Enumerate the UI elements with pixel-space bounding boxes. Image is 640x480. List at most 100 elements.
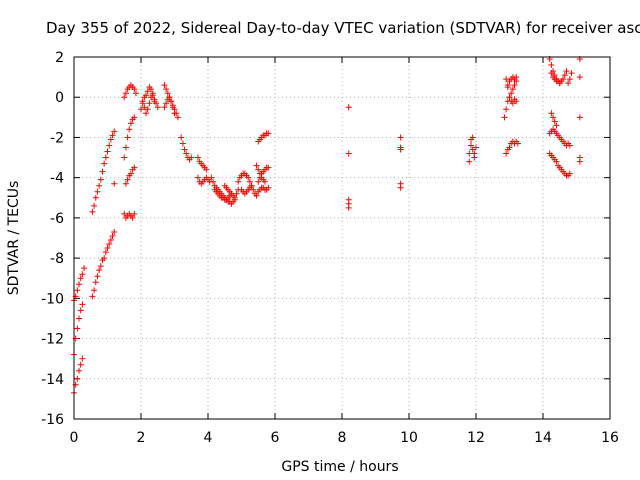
data-point	[513, 74, 520, 81]
data-point	[126, 126, 133, 133]
data-point	[265, 164, 272, 171]
data-point	[563, 68, 570, 75]
data-point	[253, 162, 260, 169]
data-point	[124, 134, 131, 141]
data-point	[233, 190, 240, 197]
y-tick-label: 2	[55, 50, 64, 66]
data-point	[96, 267, 103, 274]
data-point	[76, 281, 83, 288]
data-point	[74, 375, 81, 382]
data-point	[261, 178, 268, 185]
data-point	[122, 180, 129, 187]
y-tick-label: -4	[50, 171, 64, 187]
data-point	[143, 92, 150, 99]
data-point	[466, 158, 473, 165]
data-point	[161, 82, 168, 89]
data-point	[506, 144, 513, 151]
y-tick-label: 0	[55, 90, 64, 106]
y-tick-label: -16	[41, 412, 64, 428]
data-point	[210, 178, 217, 185]
data-point	[345, 150, 352, 157]
data-point	[101, 255, 108, 262]
data-point	[122, 90, 129, 97]
data-point	[548, 62, 555, 69]
data-point	[143, 110, 150, 117]
data-point	[509, 86, 516, 93]
data-point	[194, 154, 201, 161]
y-axis-label: SDTVAR / TECUs	[6, 181, 22, 296]
data-point	[107, 237, 114, 244]
data-point	[111, 180, 118, 187]
data-point	[194, 174, 201, 181]
data-point	[171, 110, 178, 117]
data-point	[503, 76, 510, 83]
data-point	[92, 194, 99, 201]
data-point	[471, 150, 478, 157]
data-point	[548, 110, 555, 117]
data-point	[203, 166, 210, 173]
data-point	[566, 142, 573, 149]
data-point	[148, 86, 155, 93]
data-point	[565, 80, 572, 87]
data-point	[163, 86, 170, 93]
data-point	[245, 174, 252, 181]
data-point	[154, 104, 161, 111]
data-point	[129, 214, 136, 221]
data-point	[397, 134, 404, 141]
y-tick-label: -8	[50, 251, 64, 267]
data-point	[553, 158, 560, 165]
x-tick-label: 2	[137, 430, 146, 446]
data-point	[181, 146, 188, 153]
data-point	[568, 70, 575, 77]
x-tick-label: 8	[338, 430, 347, 446]
data-point	[235, 178, 242, 185]
data-point	[469, 134, 476, 141]
data-point	[124, 176, 131, 183]
data-point	[76, 367, 83, 374]
data-point	[144, 106, 151, 113]
data-point	[144, 88, 151, 95]
data-point	[246, 178, 253, 185]
data-point	[102, 249, 109, 256]
data-point	[131, 114, 138, 121]
data-point	[79, 355, 86, 362]
data-point	[121, 94, 128, 101]
data-point	[111, 128, 118, 135]
data-point	[121, 154, 128, 161]
data-point	[208, 174, 215, 181]
data-point	[467, 142, 474, 149]
data-point	[509, 100, 516, 107]
data-point	[89, 293, 96, 300]
data-point	[79, 271, 86, 278]
data-point	[576, 114, 583, 121]
data-point	[551, 118, 558, 125]
x-tick-label: 6	[271, 430, 280, 446]
data-point	[469, 146, 476, 153]
chart-title: Day 355 of 2022, Sidereal Day-to-day VTE…	[46, 19, 640, 37]
data-point	[345, 204, 352, 211]
data-point	[106, 142, 113, 149]
data-point	[188, 154, 195, 161]
data-point	[566, 76, 573, 83]
y-tick-label: -14	[41, 372, 64, 388]
y-tick-label: -10	[41, 291, 64, 307]
data-point	[166, 94, 173, 101]
data-point	[250, 186, 257, 193]
data-point	[503, 106, 510, 113]
data-point	[504, 82, 511, 89]
x-axis-label: GPS time / hours	[281, 459, 398, 475]
data-point	[265, 184, 272, 191]
data-point	[74, 325, 81, 332]
data-point	[81, 265, 88, 272]
data-point	[550, 114, 557, 121]
data-point	[107, 136, 114, 143]
data-point	[151, 98, 158, 105]
data-point	[131, 210, 138, 217]
x-tick-label: 0	[70, 430, 79, 446]
data-point	[345, 104, 352, 111]
data-point	[255, 166, 262, 173]
x-tick-label: 12	[467, 430, 485, 446]
data-point	[514, 140, 521, 147]
data-point	[76, 315, 83, 322]
data-point	[139, 98, 146, 105]
